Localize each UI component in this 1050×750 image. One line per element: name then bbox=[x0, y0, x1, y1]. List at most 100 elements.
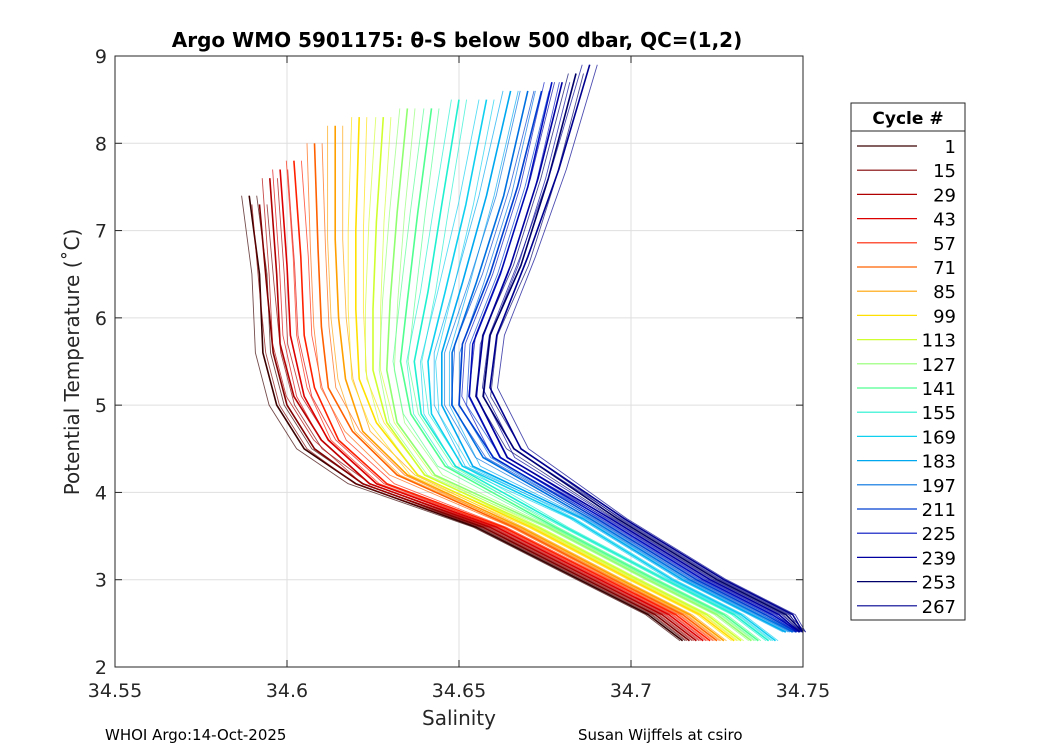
series-line bbox=[251, 204, 688, 642]
legend-label: 197 bbox=[922, 476, 956, 497]
series-line bbox=[266, 204, 693, 642]
x-tick-label: 34.7 bbox=[610, 680, 652, 702]
series-cycle-169 bbox=[420, 99, 779, 642]
series-line bbox=[420, 99, 774, 642]
legend-label: 267 bbox=[922, 597, 956, 618]
series-line bbox=[272, 169, 701, 642]
series-cycle-127 bbox=[378, 108, 755, 642]
series-line bbox=[258, 204, 690, 642]
series-cycle-43 bbox=[272, 169, 707, 642]
y-tick-label: 6 bbox=[95, 308, 107, 330]
x-ticks: 34.55 34.6 34.65 34.7 34.75 bbox=[88, 56, 830, 702]
series-line bbox=[489, 64, 804, 633]
series-line bbox=[313, 143, 718, 642]
x-tick-label: 34.65 bbox=[432, 680, 486, 702]
y-tick-label: 5 bbox=[95, 395, 107, 417]
legend-label: 127 bbox=[922, 355, 956, 376]
series-line bbox=[468, 82, 798, 633]
series-line bbox=[433, 90, 784, 633]
series-cycle-211 bbox=[450, 90, 800, 633]
series-line bbox=[354, 117, 735, 642]
legend-label: 225 bbox=[922, 524, 956, 545]
series-line bbox=[466, 90, 800, 633]
legend-label: 99 bbox=[933, 306, 956, 327]
series-line bbox=[279, 169, 704, 642]
y-tick-label: 9 bbox=[95, 46, 107, 68]
legend-label: 183 bbox=[922, 452, 956, 473]
series-line bbox=[261, 178, 694, 642]
legend-label: 113 bbox=[922, 331, 956, 352]
series-line bbox=[421, 99, 772, 642]
series-line bbox=[372, 117, 742, 642]
series-line bbox=[248, 195, 684, 642]
series-line bbox=[392, 108, 756, 642]
series-line bbox=[427, 99, 776, 642]
x-axis-label: Salinity bbox=[422, 706, 496, 730]
series-cycle-99 bbox=[347, 117, 738, 642]
series-cycle-253 bbox=[475, 73, 806, 633]
series-line bbox=[287, 169, 707, 642]
legend-title: Cycle # bbox=[872, 109, 943, 129]
series-line bbox=[399, 108, 759, 642]
y-tick-label: 2 bbox=[95, 657, 107, 679]
series-line bbox=[362, 117, 738, 642]
legend-label: 1 bbox=[945, 137, 956, 158]
series-cycle-155 bbox=[406, 99, 772, 642]
series-cycle-15 bbox=[251, 204, 693, 642]
legend-label: 43 bbox=[933, 210, 956, 231]
series-cycle-197 bbox=[444, 90, 796, 633]
series-line bbox=[406, 99, 767, 642]
legend-label: 169 bbox=[922, 427, 956, 448]
x-tick-label: 34.6 bbox=[266, 680, 308, 702]
legend-label: 29 bbox=[933, 185, 956, 206]
legend-entries: 1 15 29 43 57 71 85 99 113 127 141 155 169 183 197 211 2… bbox=[857, 137, 956, 618]
series-line bbox=[364, 117, 739, 642]
legend-label: 141 bbox=[922, 379, 956, 400]
y-tick-label: 4 bbox=[95, 482, 107, 504]
series-line bbox=[347, 117, 732, 642]
series-line bbox=[241, 195, 681, 642]
series-line bbox=[475, 73, 801, 633]
series-line bbox=[497, 64, 806, 633]
series-line bbox=[461, 82, 798, 633]
y-tick-label: 8 bbox=[95, 133, 107, 155]
series-line bbox=[413, 99, 770, 642]
series-line bbox=[293, 160, 711, 642]
legend-box bbox=[850, 102, 966, 621]
legend-label: 15 bbox=[933, 161, 956, 182]
series-line bbox=[458, 90, 797, 633]
series-line bbox=[444, 90, 791, 633]
series-line bbox=[459, 90, 796, 633]
series-line bbox=[451, 90, 794, 633]
series-cycle-267 bbox=[481, 64, 806, 633]
series-line bbox=[440, 90, 787, 633]
y-tick-label: 3 bbox=[95, 570, 107, 592]
series-cycle-239 bbox=[468, 82, 803, 633]
legend-label: 239 bbox=[922, 548, 956, 569]
legend-label: 211 bbox=[922, 500, 956, 521]
series-line bbox=[378, 108, 750, 642]
series-line bbox=[300, 160, 714, 642]
series-cycle-113 bbox=[364, 117, 744, 642]
series-line bbox=[450, 90, 794, 633]
legend-label: 253 bbox=[922, 573, 956, 594]
series-line bbox=[380, 117, 744, 642]
y-ticks: 2 3 4 5 6 7 8 9 bbox=[95, 46, 803, 679]
series-line bbox=[482, 73, 804, 633]
legend-label: 71 bbox=[933, 258, 956, 279]
series-line bbox=[475, 82, 801, 633]
y-tick-label: 7 bbox=[95, 221, 107, 243]
series-line bbox=[407, 108, 762, 642]
chart-title: Argo WMO 5901175: θ-S below 500 dbar, QC… bbox=[172, 28, 742, 52]
legend-label: 85 bbox=[933, 282, 956, 303]
series-line bbox=[306, 143, 715, 642]
series-line bbox=[269, 178, 697, 642]
x-tick-label: 34.55 bbox=[88, 680, 142, 702]
series-cycle-57 bbox=[285, 160, 714, 642]
y-axis-label: Potential Temperature (˚C) bbox=[60, 229, 84, 496]
footer-credit-left: WHOI Argo:14-Oct-2025 bbox=[105, 726, 287, 744]
series-line bbox=[490, 73, 806, 633]
series-cycle-71 bbox=[306, 143, 720, 642]
series-cycle-141 bbox=[392, 108, 762, 642]
